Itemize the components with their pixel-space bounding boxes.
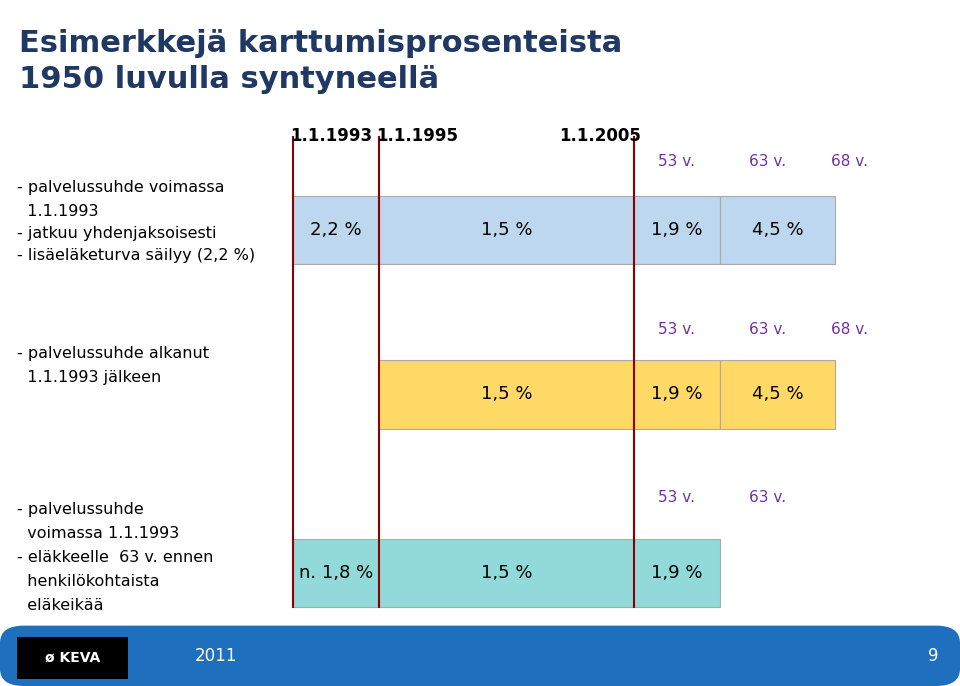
Text: 53 v.: 53 v. — [659, 490, 695, 506]
FancyBboxPatch shape — [293, 539, 379, 607]
FancyBboxPatch shape — [293, 196, 379, 264]
Text: 1,5 %: 1,5 % — [481, 221, 532, 239]
Text: 1.1.1995: 1.1.1995 — [376, 127, 459, 145]
Text: 1,5 %: 1,5 % — [481, 386, 532, 403]
Text: 53 v.: 53 v. — [659, 322, 695, 338]
Text: 68 v.: 68 v. — [831, 322, 868, 338]
Text: eläkeikää: eläkeikää — [17, 598, 104, 613]
Text: 1950 luvulla syntyneellä: 1950 luvulla syntyneellä — [19, 65, 440, 94]
FancyBboxPatch shape — [379, 539, 634, 607]
FancyBboxPatch shape — [720, 360, 835, 429]
FancyBboxPatch shape — [379, 360, 634, 429]
Text: 63 v.: 63 v. — [750, 490, 786, 506]
FancyBboxPatch shape — [379, 196, 634, 264]
Text: 1,5 %: 1,5 % — [481, 564, 532, 582]
Text: 1,9 %: 1,9 % — [651, 564, 703, 582]
Text: - jatkuu yhdenjaksoisesti: - jatkuu yhdenjaksoisesti — [17, 226, 217, 241]
FancyBboxPatch shape — [634, 360, 720, 429]
Text: 53 v.: 53 v. — [659, 154, 695, 169]
FancyBboxPatch shape — [0, 626, 960, 686]
Text: 1,9 %: 1,9 % — [651, 386, 703, 403]
Text: n. 1,8 %: n. 1,8 % — [299, 564, 373, 582]
FancyBboxPatch shape — [634, 196, 720, 264]
Text: 1.1.1993: 1.1.1993 — [17, 204, 99, 219]
Text: - lisäeläketurva säilyy (2,2 %): - lisäeläketurva säilyy (2,2 %) — [17, 248, 255, 263]
Text: 2011: 2011 — [195, 647, 237, 665]
Text: 4,5 %: 4,5 % — [752, 386, 804, 403]
Text: 63 v.: 63 v. — [750, 154, 786, 169]
Text: 9: 9 — [928, 647, 938, 665]
Text: 63 v.: 63 v. — [750, 322, 786, 338]
Text: henkilökohtaista: henkilökohtaista — [17, 574, 159, 589]
FancyBboxPatch shape — [17, 637, 128, 679]
Text: - palvelussuhde voimassa: - palvelussuhde voimassa — [17, 180, 225, 195]
Text: - palvelussuhde: - palvelussuhde — [17, 502, 144, 517]
Text: 4,5 %: 4,5 % — [752, 221, 804, 239]
Text: 1.1.2005: 1.1.2005 — [559, 127, 641, 145]
Text: voimassa 1.1.1993: voimassa 1.1.1993 — [17, 526, 180, 541]
Text: 68 v.: 68 v. — [831, 154, 868, 169]
Text: 1,9 %: 1,9 % — [651, 221, 703, 239]
FancyBboxPatch shape — [720, 196, 835, 264]
Text: - eläkkeelle  63 v. ennen: - eläkkeelle 63 v. ennen — [17, 550, 214, 565]
Text: Esimerkkejä karttumisprosenteista: Esimerkkejä karttumisprosenteista — [19, 29, 622, 58]
Text: 1.1.1993 jälkeen: 1.1.1993 jälkeen — [17, 370, 161, 386]
FancyBboxPatch shape — [634, 539, 720, 607]
Text: - palvelussuhde alkanut: - palvelussuhde alkanut — [17, 346, 209, 362]
Text: ø KEVA: ø KEVA — [45, 651, 101, 665]
Text: 1.1.1993: 1.1.1993 — [290, 127, 372, 145]
Text: 2,2 %: 2,2 % — [310, 221, 362, 239]
